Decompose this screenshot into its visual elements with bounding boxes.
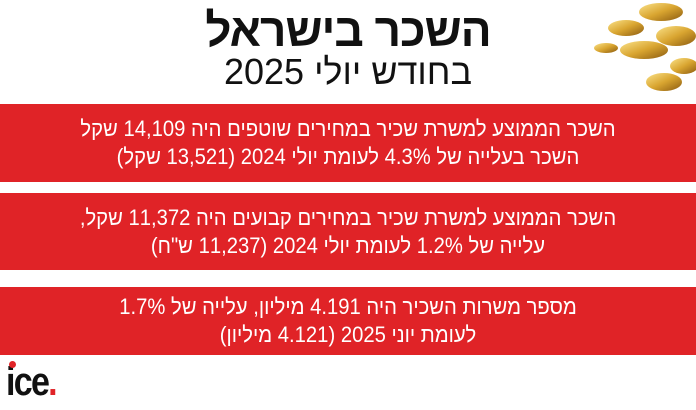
stat-line: עלייה של 1.2% לעומת יולי 2024 (11,237 ש"… (150, 232, 546, 258)
stat-line: לעומת יוני 2025 (4.121 מיליון) (219, 322, 477, 347)
stat-box-fixed-prices-wage: השכר הממוצע למשרת שכיר במחירים קבועים הי… (0, 193, 696, 270)
logo-red-dot (9, 361, 16, 368)
stat-line: השכר בעלייה של 4.3% לעומת יולי 2024 (13,… (116, 144, 580, 169)
page-subtitle: בחודש יולי 2025 (223, 51, 473, 92)
stat-box-employee-positions: מספר משרות השכיר היה 4.191 מיליון, עלייה… (0, 287, 696, 355)
stat-line: השכר הממוצע למשרת שכיר במחירים שוטפים הי… (80, 116, 616, 141)
stat-box-current-prices-wage: השכר הממוצע למשרת שכיר במחירים שוטפים הי… (0, 104, 696, 182)
stat-line: מספר משרות השכיר היה 4.191 מיליון, עלייה… (119, 294, 577, 319)
stat-line: השכר הממוצע למשרת שכיר במחירים קבועים הי… (79, 204, 617, 230)
logo-dot: . (48, 360, 57, 404)
gold-coins-image (594, 3, 696, 91)
page-title: השכר בישראל (205, 4, 491, 56)
